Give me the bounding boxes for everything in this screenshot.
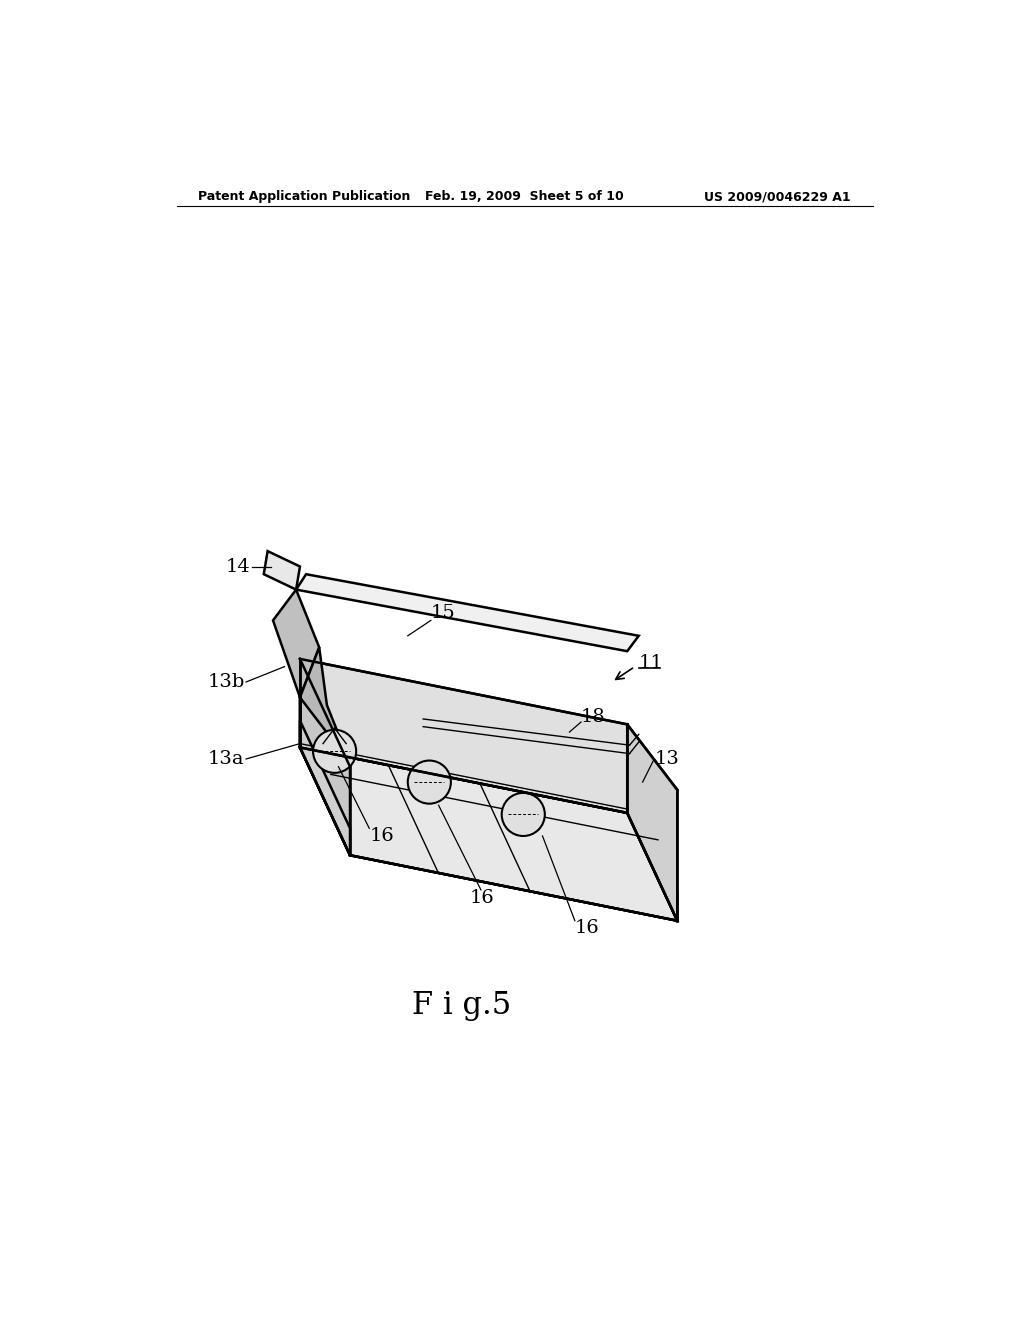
Text: 16: 16 bbox=[370, 828, 394, 845]
Text: 13: 13 bbox=[654, 750, 679, 768]
Polygon shape bbox=[264, 552, 300, 590]
Polygon shape bbox=[300, 721, 350, 855]
Text: Patent Application Publication: Patent Application Publication bbox=[199, 190, 411, 203]
Text: 18: 18 bbox=[581, 708, 606, 726]
Text: 13a: 13a bbox=[208, 750, 245, 768]
Ellipse shape bbox=[502, 793, 545, 836]
Text: 13b: 13b bbox=[207, 673, 245, 690]
Polygon shape bbox=[300, 659, 350, 855]
Ellipse shape bbox=[408, 760, 451, 804]
Text: 11: 11 bbox=[639, 653, 664, 672]
Polygon shape bbox=[296, 574, 639, 651]
Text: Feb. 19, 2009  Sheet 5 of 10: Feb. 19, 2009 Sheet 5 of 10 bbox=[425, 190, 625, 203]
Text: 14: 14 bbox=[225, 557, 250, 576]
Ellipse shape bbox=[313, 730, 356, 774]
Text: F i g.5: F i g.5 bbox=[412, 990, 511, 1020]
Text: 15: 15 bbox=[431, 603, 456, 622]
Polygon shape bbox=[628, 725, 677, 921]
Polygon shape bbox=[350, 829, 677, 921]
Polygon shape bbox=[300, 647, 350, 763]
Text: 16: 16 bbox=[574, 920, 600, 937]
Text: US 2009/0046229 A1: US 2009/0046229 A1 bbox=[703, 190, 851, 203]
Polygon shape bbox=[300, 659, 628, 813]
Polygon shape bbox=[300, 747, 677, 921]
Polygon shape bbox=[273, 590, 319, 697]
Text: 16: 16 bbox=[469, 888, 495, 907]
